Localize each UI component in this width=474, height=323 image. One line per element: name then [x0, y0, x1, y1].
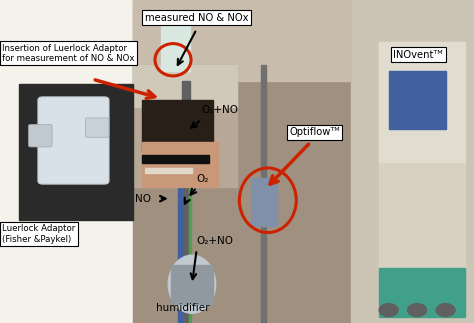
Text: O₂: O₂	[197, 174, 209, 184]
Bar	[182, 81, 190, 323]
Circle shape	[436, 304, 455, 317]
Bar	[189, 178, 191, 323]
Bar	[142, 142, 218, 187]
Text: NO: NO	[135, 194, 151, 203]
Bar	[142, 100, 213, 152]
Bar	[351, 0, 474, 323]
Bar	[133, 65, 237, 107]
Bar	[133, 0, 351, 323]
Text: O₂+NO: O₂+NO	[197, 236, 234, 245]
FancyBboxPatch shape	[85, 118, 109, 137]
Bar	[161, 26, 190, 71]
Text: Optiflowᵀᴹ: Optiflowᵀᴹ	[289, 128, 340, 137]
Text: measured NO & NOx: measured NO & NOx	[145, 13, 248, 23]
Bar	[19, 84, 133, 220]
Bar	[389, 71, 446, 129]
Text: Luerlock Adaptor
(Fisher &Paykel): Luerlock Adaptor (Fisher &Paykel)	[2, 224, 76, 244]
Bar	[379, 42, 465, 162]
Bar	[178, 162, 182, 323]
Bar	[251, 178, 277, 226]
Text: O₂+NO: O₂+NO	[201, 105, 238, 115]
Bar	[133, 0, 351, 81]
Bar	[0, 0, 133, 323]
Text: INOventᵀᴹ: INOventᵀᴹ	[393, 50, 443, 60]
Bar	[261, 65, 266, 323]
Bar	[145, 168, 192, 173]
Text: humidifier: humidifier	[156, 304, 209, 313]
Bar	[379, 42, 465, 317]
Text: Insertion of Luerlock Adaptor
for measurement of NO & NOx: Insertion of Luerlock Adaptor for measur…	[2, 44, 135, 63]
Ellipse shape	[168, 255, 216, 313]
Bar	[142, 155, 209, 163]
Circle shape	[379, 304, 398, 317]
FancyBboxPatch shape	[38, 97, 109, 184]
Bar	[133, 65, 237, 187]
Circle shape	[408, 304, 427, 317]
FancyBboxPatch shape	[28, 124, 52, 147]
Bar	[379, 268, 465, 317]
Bar	[171, 265, 213, 304]
